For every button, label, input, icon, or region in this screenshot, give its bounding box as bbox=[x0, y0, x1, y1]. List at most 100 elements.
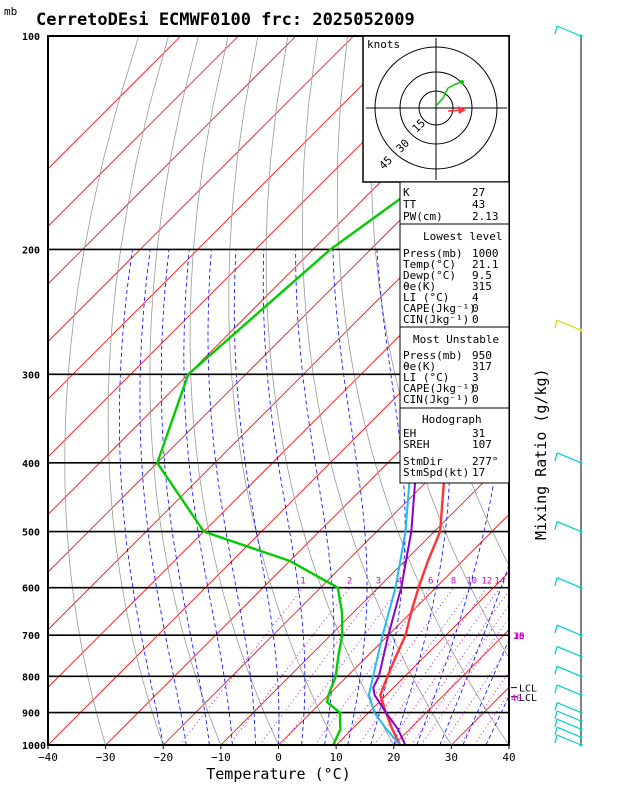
wind-barb bbox=[556, 726, 582, 738]
wind-barbs bbox=[554, 25, 583, 747]
y-tick-700: 700 bbox=[22, 631, 40, 642]
wind-barb bbox=[556, 702, 582, 714]
y-tick-400: 400 bbox=[22, 459, 40, 470]
wind-barb-flag bbox=[554, 727, 558, 736]
wind-barb-dot bbox=[579, 34, 583, 38]
mixing-ratio-label-18: 18 bbox=[514, 632, 525, 642]
wind-barb-flag bbox=[554, 684, 558, 694]
mixing-ratio-line bbox=[338, 587, 454, 745]
chart-title: CerretoDEsi ECMWF0100 frc: 2025052009 bbox=[36, 10, 415, 30]
x-tick-4: 0 bbox=[275, 751, 282, 764]
x-tick-8: 40 bbox=[502, 751, 515, 764]
wind-barb-flag bbox=[554, 320, 558, 329]
wind-barb bbox=[556, 624, 582, 636]
y-tick-300: 300 bbox=[22, 370, 40, 381]
indices-table: K 27 TT 43 PW(cm) 2.13 Lowest level Pres… bbox=[399, 181, 510, 484]
idx-tt-value: 43 bbox=[472, 198, 485, 211]
hodo-stmspd-value: 17 bbox=[472, 466, 485, 479]
wind-barb bbox=[556, 710, 582, 722]
dry-adiabat bbox=[149, 36, 222, 745]
dry-adiabat bbox=[556, 36, 618, 745]
wind-barb-dot bbox=[579, 693, 583, 697]
low-cape-label: CAPE(Jkg⁻¹) bbox=[403, 302, 476, 315]
wind-barb-flag bbox=[554, 521, 558, 530]
wind-barb-dot bbox=[579, 530, 583, 534]
moist-adiabat bbox=[207, 249, 256, 745]
low-li-value: 4 bbox=[472, 291, 479, 304]
pressure-unit-label: mb bbox=[4, 5, 18, 18]
hodo-eh-value: 31 bbox=[472, 427, 485, 440]
mixing-ratio-label-25: 25 bbox=[514, 632, 525, 642]
wind-barb-flag bbox=[554, 625, 558, 634]
mixing-ratio-label-8: 8 bbox=[451, 577, 456, 587]
wind-barb-flag bbox=[554, 702, 558, 711]
y-tick-200: 200 bbox=[22, 245, 40, 256]
wind-barb-flag bbox=[554, 452, 558, 462]
low-cape-value: 0 bbox=[472, 302, 479, 315]
mixing-ratio-line bbox=[420, 617, 509, 745]
hodo-stmdir-value: 277° bbox=[472, 455, 499, 468]
mu-cin-value: 0 bbox=[472, 393, 479, 406]
mu-thetae-label: θe(K) bbox=[403, 360, 436, 373]
mixing-ratio-label-12: 12 bbox=[481, 577, 492, 587]
x-tick-6: 20 bbox=[387, 751, 400, 764]
hodo-sreh-value: 107 bbox=[472, 438, 492, 451]
mixing-ratio-label-14: 14 bbox=[494, 577, 505, 587]
lcl-label-1: LCL bbox=[519, 693, 537, 704]
low-thetae-label: θe(K) bbox=[403, 280, 436, 293]
moist-adiabat bbox=[119, 249, 164, 745]
mu-cin-label: CIN(Jkg⁻¹) bbox=[403, 393, 469, 406]
hodograph-trace bbox=[435, 81, 463, 107]
moist-adiabat bbox=[508, 744, 509, 745]
mixing-ratio-label-30: 30 bbox=[514, 632, 525, 642]
hodograph-units: knots bbox=[367, 38, 400, 51]
wind-barb bbox=[556, 521, 582, 533]
low-cin-value: 0 bbox=[472, 313, 479, 326]
wind-barb-dot bbox=[579, 735, 583, 739]
wind-barb-flag bbox=[554, 666, 558, 675]
lcl-prefix: 40 bbox=[511, 694, 522, 704]
wind-barb-flag bbox=[554, 646, 558, 655]
lcl-label-0: LCL bbox=[519, 684, 537, 695]
low-dewp-label: Dewp(°C) bbox=[403, 269, 456, 282]
mixing-ratio-label-16: 16 bbox=[514, 632, 525, 642]
mixing-ratio-label-35: 35 bbox=[514, 632, 525, 642]
mixing-ratio-line bbox=[228, 587, 350, 745]
wind-barb bbox=[556, 645, 582, 657]
wind-barb-flag bbox=[554, 719, 558, 728]
low-thetae-value: 315 bbox=[472, 280, 492, 293]
isotherm-line bbox=[48, 36, 354, 343]
low-li-label: LI (°C) bbox=[403, 291, 449, 304]
hodo-sreh-label: SREH bbox=[403, 438, 430, 451]
low-press-label: Press(mb) bbox=[403, 247, 463, 260]
mu-cape-label: CAPE(Jkg⁻¹) bbox=[403, 382, 476, 395]
x-axis-label: Temperature (°C) bbox=[206, 765, 351, 783]
mixing-ratio-axis-label: Mixing Ratio (g/kg) bbox=[532, 368, 550, 540]
mu-thetae-value: 317 bbox=[472, 360, 492, 373]
mixing-ratio-line bbox=[399, 590, 509, 745]
isotherm-line bbox=[508, 744, 509, 745]
hodograph-inset: knots 15 30 45 bbox=[362, 35, 510, 183]
dry-adiabat bbox=[336, 36, 509, 745]
dry-adiabat bbox=[107, 36, 169, 745]
x-tick-2: −20 bbox=[153, 751, 173, 764]
isotherm-line bbox=[48, 36, 297, 285]
mu-li-label: LI (°C) bbox=[403, 371, 449, 384]
wind-barb-dot bbox=[579, 719, 583, 723]
mixing-ratio-line bbox=[259, 587, 379, 745]
y-tick-600: 600 bbox=[22, 584, 40, 595]
isotherm-line bbox=[335, 571, 509, 745]
wind-barb-dot bbox=[579, 654, 583, 658]
mu-li-value: 3 bbox=[472, 371, 479, 384]
x-tick-1: −30 bbox=[96, 751, 116, 764]
wind-barb-dot bbox=[579, 586, 583, 590]
moist-adiabat bbox=[139, 249, 187, 745]
low-temp-value: 21.1 bbox=[472, 258, 499, 271]
wind-barb bbox=[556, 718, 582, 730]
isotherm-line bbox=[567, 36, 618, 745]
y-tick-100: 100 bbox=[22, 32, 40, 43]
wind-barb-dot bbox=[579, 743, 583, 747]
hodo-stmdir-label: StmDir bbox=[403, 455, 443, 468]
wind-barb bbox=[556, 452, 582, 464]
